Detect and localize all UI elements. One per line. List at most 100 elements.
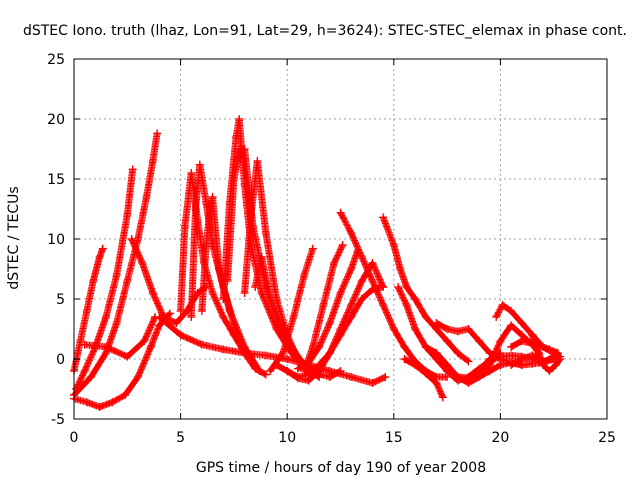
data-point (287, 343, 296, 351)
data-point (95, 253, 104, 261)
data-point (443, 367, 452, 375)
data-point (325, 319, 334, 327)
data-point (357, 277, 366, 285)
data-point (240, 289, 249, 297)
data-point (379, 301, 388, 309)
data-point (379, 213, 388, 222)
data-point (293, 374, 302, 383)
data-point (206, 201, 215, 210)
data-point (127, 235, 136, 243)
data-point (539, 361, 548, 369)
data-point (308, 343, 317, 351)
data-point (89, 277, 98, 285)
data-point (357, 295, 366, 303)
data-point (123, 352, 132, 361)
data-point (208, 193, 217, 201)
data-point (325, 349, 334, 357)
data-point (293, 364, 302, 373)
series-track-31 (528, 331, 565, 375)
data-point (432, 379, 441, 387)
data-point (283, 367, 292, 375)
data-series (70, 115, 565, 411)
data-point (389, 241, 398, 249)
data-point (229, 175, 238, 183)
data-point (539, 343, 548, 351)
data-point (368, 379, 377, 387)
data-point (336, 208, 345, 217)
data-point (232, 133, 241, 141)
data-point (155, 313, 164, 321)
data-point (278, 349, 287, 357)
data-point (347, 373, 356, 381)
y-axis-title: dSTEC / TECUs (6, 186, 22, 289)
data-point (257, 253, 266, 261)
data-point (357, 253, 366, 261)
data-point (464, 373, 473, 381)
data-point (475, 367, 484, 375)
data-point (261, 351, 270, 360)
data-point (214, 265, 223, 273)
data-point (219, 313, 228, 321)
data-point (443, 337, 452, 345)
data-point (347, 265, 356, 273)
data-point (338, 241, 347, 249)
data-point (266, 295, 275, 303)
data-point (108, 398, 117, 407)
data-point (251, 283, 260, 291)
y-tick-label: 10 (47, 232, 65, 248)
data-point (528, 359, 537, 368)
data-point (219, 345, 228, 354)
data-point (551, 361, 560, 369)
data-point (534, 349, 543, 357)
data-point (507, 351, 516, 360)
x-axis-tick-labels: 0 5 10 15 20 25 (70, 430, 616, 446)
data-point (443, 325, 452, 333)
data-point (235, 115, 244, 123)
data-point (421, 313, 430, 321)
data-point (142, 193, 151, 201)
y-tick-label: 20 (47, 112, 65, 128)
data-point (545, 367, 554, 375)
data-point (336, 289, 345, 297)
data-point (315, 367, 324, 375)
data-point (556, 355, 565, 363)
series-markers (70, 245, 107, 375)
data-point (187, 313, 196, 321)
data-point (95, 403, 104, 411)
data-point (432, 319, 441, 327)
data-point (133, 373, 142, 381)
data-point (368, 259, 377, 267)
data-point (507, 343, 516, 351)
data-point (507, 307, 516, 315)
data-point (153, 129, 162, 138)
series-track-16 (266, 244, 317, 375)
data-point (453, 376, 462, 385)
data-point (140, 337, 149, 345)
data-point (261, 229, 270, 237)
y-axis-tick-labels: -5 0 5 10 15 20 25 (47, 52, 65, 428)
data-point (98, 244, 107, 253)
data-point (123, 277, 132, 285)
y-tick-label: 0 (56, 352, 65, 368)
series-track-17 (283, 259, 388, 385)
data-point (421, 369, 430, 378)
data-point (219, 295, 228, 303)
data-point (146, 343, 155, 351)
series-track-4 (70, 309, 174, 411)
x-tick-label: 5 (176, 430, 185, 446)
data-point (368, 277, 377, 285)
data-point (82, 398, 91, 407)
series-track-5 (80, 313, 160, 361)
series-track-21 (379, 213, 473, 366)
data-point (381, 373, 390, 381)
data-point (165, 309, 174, 318)
data-point (172, 319, 181, 327)
x-tick-label: 10 (278, 430, 296, 446)
data-point (80, 367, 89, 375)
x-tick-label: 15 (385, 430, 403, 446)
data-point (528, 331, 537, 339)
data-point (225, 307, 234, 315)
data-point (411, 325, 420, 333)
data-point (253, 157, 262, 165)
